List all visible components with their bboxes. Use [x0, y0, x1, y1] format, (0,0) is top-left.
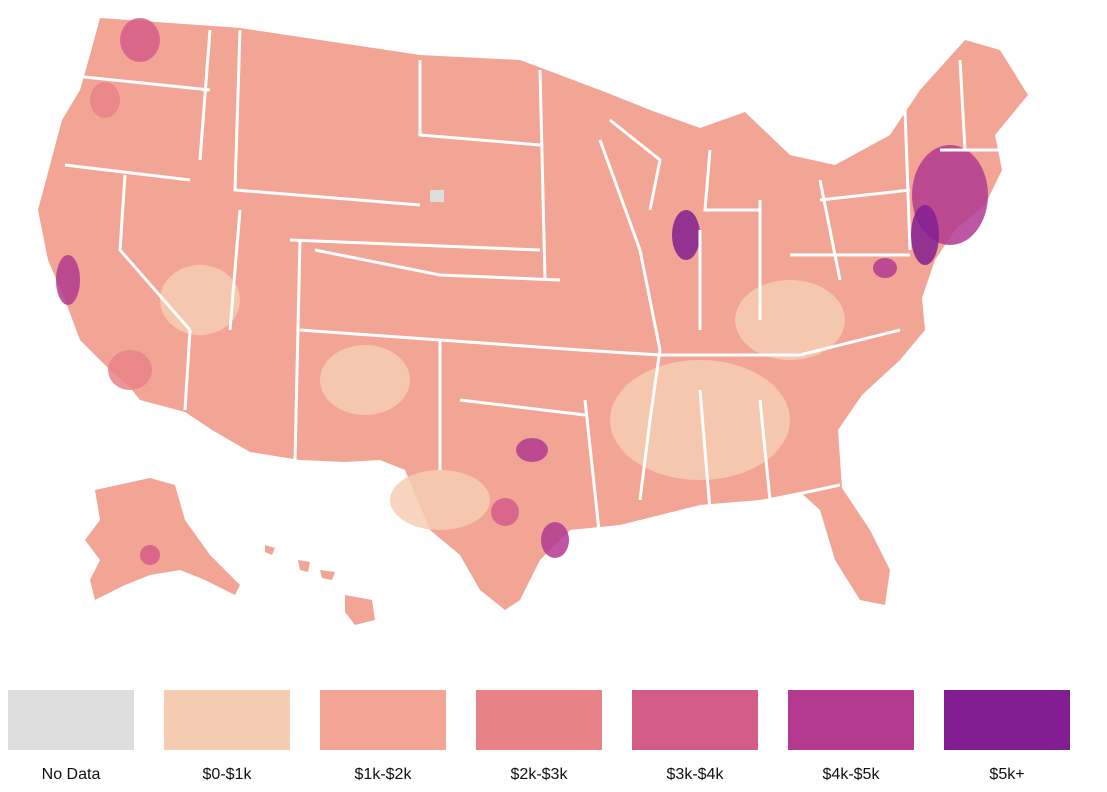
legend-item-2k-3k: $2k-$3k — [476, 690, 602, 784]
legend-swatch — [944, 690, 1070, 750]
border-ca-nv — [118, 174, 192, 331]
region-nevada — [160, 265, 240, 335]
region-appalachia — [735, 280, 845, 360]
border-nv-ut — [228, 209, 242, 331]
border-mid-atlantic — [819, 188, 911, 202]
legend-swatch — [164, 690, 290, 750]
legend-item-1k-2k: $1k-$2k — [320, 690, 446, 784]
border-gulf-states — [579, 328, 901, 357]
higher-value-regions — [56, 18, 988, 565]
region-west-texas — [390, 470, 490, 530]
border-wa-or — [64, 73, 211, 92]
legend-label: $4k-$5k — [822, 766, 880, 783]
border-mississippi — [598, 139, 662, 501]
legend-label: $5k+ — [989, 766, 1025, 783]
legend-swatch — [476, 690, 602, 750]
border-al-ga — [698, 389, 712, 511]
region-portland — [90, 82, 120, 118]
hawaii-island-1 — [298, 560, 310, 572]
legend-label: $2k-$3k — [510, 766, 568, 783]
region-nyc — [911, 205, 939, 265]
hawaii-island-2 — [320, 570, 335, 580]
legend-label: No Data — [41, 766, 101, 783]
region-houston — [541, 522, 569, 558]
legend-item-no-data: No Data — [8, 690, 134, 784]
legend-label: $0-$1k — [202, 766, 252, 783]
region-la — [108, 350, 152, 390]
border-ut-co — [293, 239, 302, 461]
alaska-shape — [85, 478, 240, 600]
border-pa-ny — [818, 179, 842, 281]
border-tx-east — [583, 399, 602, 541]
border-az-nm — [183, 329, 192, 411]
state-borders — [64, 29, 1000, 541]
border-vt-nh — [958, 59, 967, 151]
region-dallas — [516, 438, 548, 462]
border-dakotas-east — [538, 69, 547, 281]
us-county-map — [38, 18, 1028, 625]
region-sf-bay — [56, 255, 80, 305]
legend: No Data $0-$1k $1k-$2k $2k-$3k $3k-$4k $… — [0, 690, 1107, 790]
legend-item-4k-5k: $4k-$5k — [788, 690, 914, 784]
border-mi — [703, 149, 760, 212]
border-new-england — [903, 109, 912, 251]
legend-swatch — [788, 690, 914, 750]
border-or-ca — [64, 163, 191, 182]
region-anchorage — [140, 545, 160, 565]
border-mt-wy — [233, 29, 421, 207]
legend-swatch — [632, 690, 758, 750]
legend-swatch — [320, 690, 446, 750]
legend-item-3k-4k: $3k-$4k — [632, 690, 758, 784]
map-land — [38, 18, 1028, 625]
hawaii-island-3 — [345, 595, 375, 625]
hawaii-island-4 — [265, 545, 275, 555]
border-nd-sd — [418, 60, 541, 147]
legend-swatch — [8, 690, 134, 750]
no-data-county — [430, 190, 444, 202]
legend-label: $1k-$2k — [354, 766, 412, 783]
contiguous-us-shape — [38, 18, 1028, 610]
border-wi-mi — [609, 118, 662, 211]
border-ga-fl — [758, 399, 841, 502]
region-seattle — [120, 18, 160, 62]
region-chicago — [672, 210, 700, 260]
legend-label: $3k-$4k — [666, 766, 724, 783]
region-austin — [491, 498, 519, 526]
region-new-mexico — [320, 345, 410, 415]
border-ok-tx — [459, 398, 586, 417]
border-id-west — [198, 29, 212, 161]
legend-item-0-1k: $0-$1k — [164, 690, 290, 784]
choropleth-map — [38, 18, 1028, 625]
border-co-north — [314, 248, 561, 282]
region-dc — [873, 258, 897, 278]
legend-item-5k-plus: $5k+ — [944, 690, 1070, 784]
border-ne-ks — [289, 238, 541, 252]
